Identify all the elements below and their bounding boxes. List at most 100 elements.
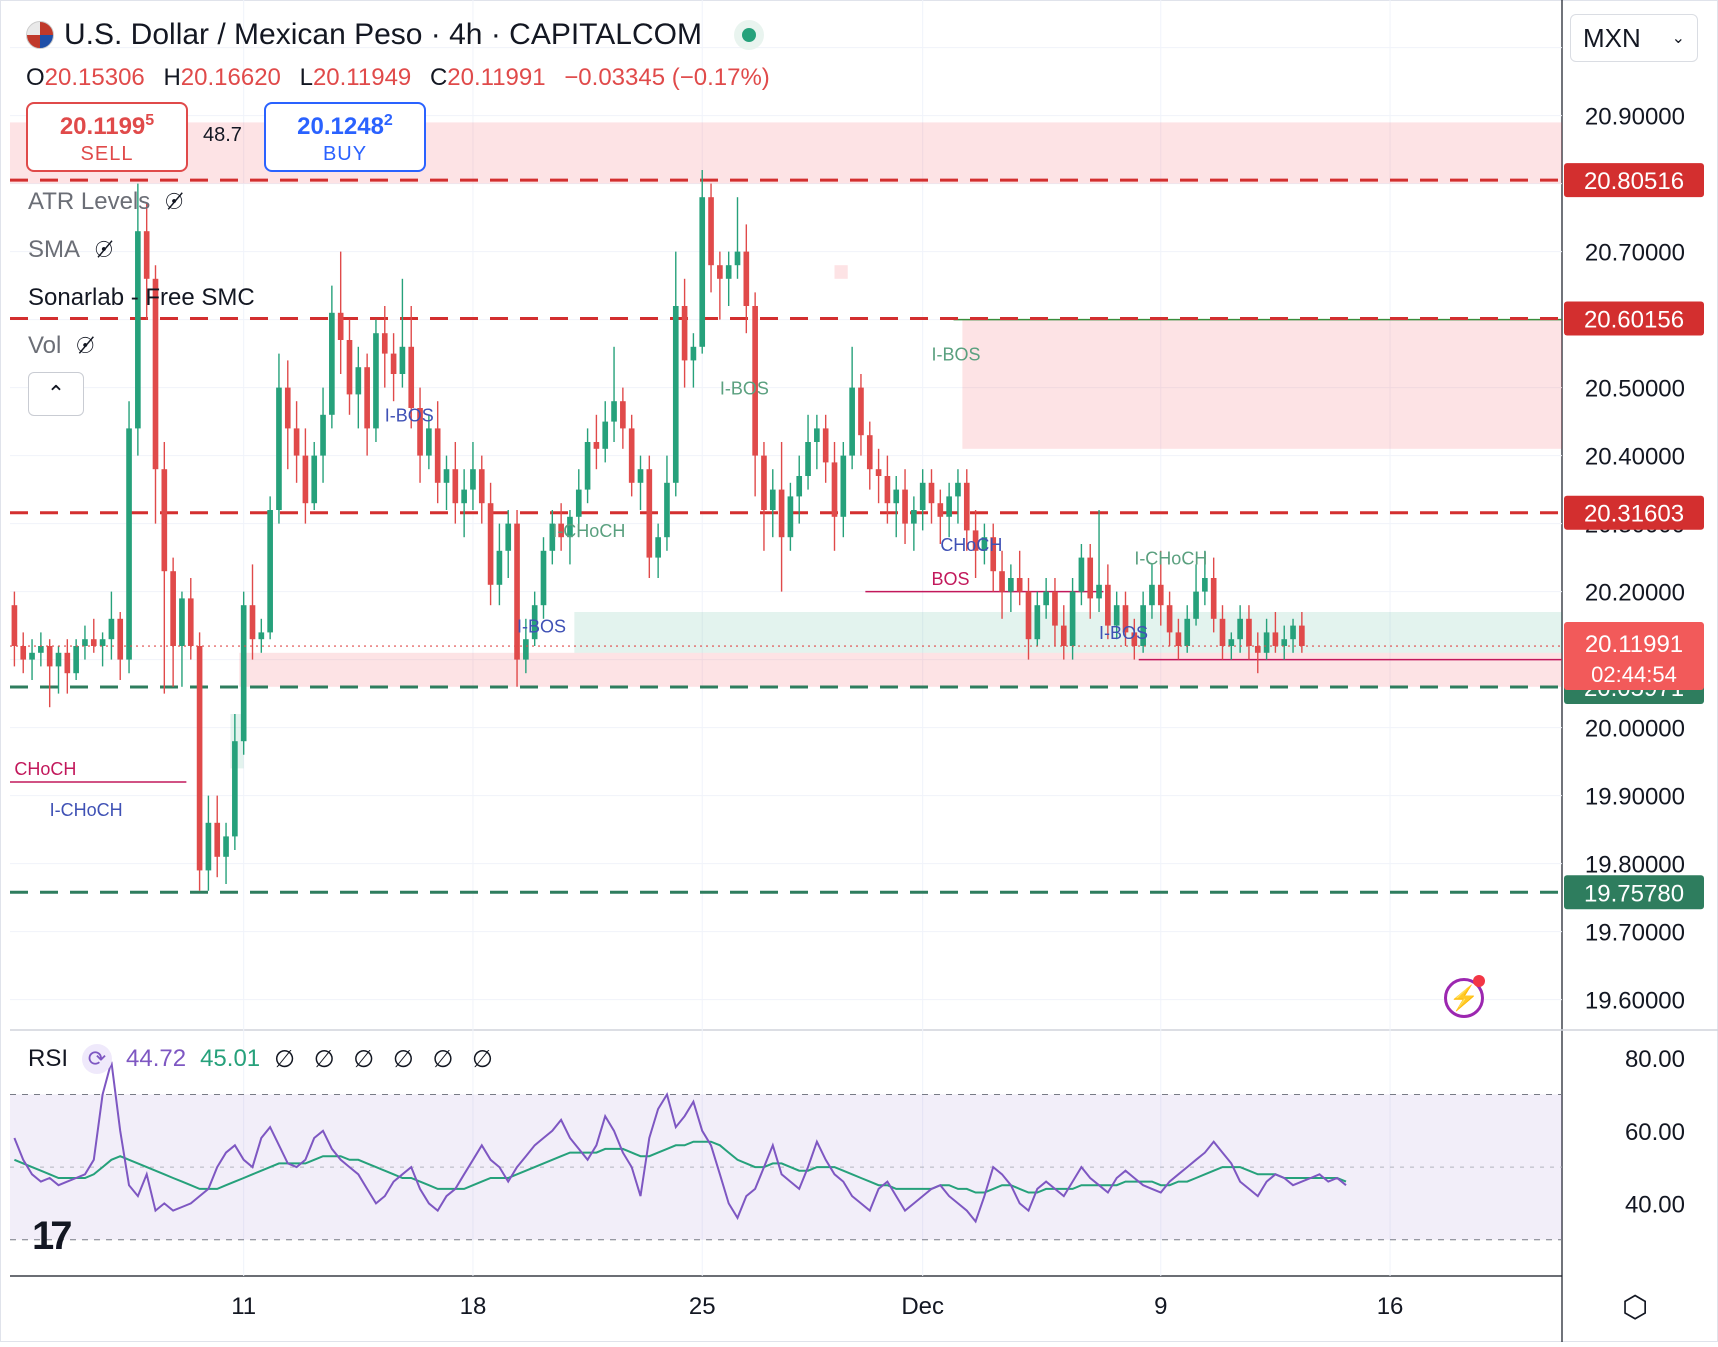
structure-label: CHoCH [14, 759, 76, 779]
candle-body [170, 571, 176, 646]
candle-body [64, 652, 71, 674]
price-level-badge [1564, 163, 1704, 198]
candle-body [955, 482, 961, 497]
candle-body [549, 523, 556, 551]
rsi-ma-value: 45.01 [200, 1045, 261, 1072]
price-tick-label: 19.90000 [1585, 784, 1685, 811]
time-tick-label: 9 [1154, 1293, 1167, 1320]
eye-hidden-icon[interactable]: ☉̸ [164, 189, 184, 214]
price-level-badge [1564, 301, 1704, 336]
sell-button[interactable]: 20.11995 SELL [26, 102, 188, 172]
buy-button[interactable]: 20.12482 BUY [264, 102, 426, 172]
candle-body [822, 428, 829, 463]
candle-body [999, 571, 1005, 592]
candle-body [1246, 618, 1252, 646]
symbol-title[interactable]: U.S. Dollar / Mexican Peso · 4h · CAPITA… [64, 18, 702, 51]
candle-body [293, 428, 300, 456]
indicator-sonarlab[interactable]: Sonarlab - Free SMC [28, 284, 255, 312]
candle-body [1096, 584, 1102, 599]
candle-body [73, 646, 79, 674]
smc-zone [834, 265, 848, 279]
candle-body [390, 353, 397, 374]
candle-body [655, 537, 661, 558]
high-value: 20.16620 [180, 64, 281, 91]
candle-body [1299, 625, 1305, 646]
candle-body [1193, 591, 1199, 619]
candle-body [214, 822, 221, 857]
candle-body [1149, 584, 1155, 606]
symbol-header[interactable]: U.S. Dollar / Mexican Peso · 4h · CAPITA… [26, 18, 756, 52]
chevron-down-icon: ⌄ [1671, 30, 1685, 47]
currency-select[interactable]: MXN ⌄ [1570, 14, 1698, 62]
candle-body [584, 442, 591, 490]
settings-icon[interactable]: ⬡ [1622, 1291, 1649, 1324]
price-tick-label: 20.40000 [1585, 444, 1685, 471]
candle-body [558, 523, 564, 538]
candle-body [805, 442, 811, 476]
rsi-legend[interactable]: RSI ⟳ 44.72 45.01 ∅ ∅ ∅ ∅ ∅ ∅ [28, 1044, 499, 1074]
candle-body [972, 530, 979, 551]
candle-body [761, 455, 767, 510]
currency-value: MXN [1583, 22, 1641, 53]
smc-zone [10, 122, 1562, 184]
rsi-tick-label: 40.00 [1625, 1191, 1685, 1218]
price-level-badge [1564, 875, 1704, 910]
collapse-indicators-button[interactable]: ⌃ [28, 372, 84, 416]
price-level-label: 20.60156 [1584, 307, 1684, 334]
candle-body [814, 428, 820, 442]
candle-body [364, 367, 370, 429]
candle-body [708, 197, 714, 266]
candle-body [1175, 632, 1182, 646]
candle-body [893, 489, 900, 504]
structure-label: BOS [932, 569, 970, 589]
candle-body [55, 652, 62, 667]
indicator-atr-levels[interactable]: ATR Levels ☉̸ [28, 188, 184, 216]
eye-hidden-icon[interactable]: ☉̸ [94, 237, 114, 262]
structure-label: I-BOS [517, 616, 566, 636]
candle-body [249, 605, 256, 640]
candle-body [1016, 578, 1023, 592]
candle-body [117, 618, 124, 660]
price-tick-label: 20.50000 [1585, 376, 1685, 403]
buy-price-sup: 2 [383, 112, 393, 129]
candle-body [664, 482, 670, 538]
candle-body [496, 550, 503, 585]
indicator-sma[interactable]: SMA ☉̸ [28, 236, 114, 264]
candle-body [355, 367, 362, 395]
candle-body [1281, 639, 1288, 646]
refresh-icon[interactable]: ⟳ [82, 1044, 113, 1074]
price-tick-label: 19.80000 [1585, 852, 1685, 879]
candle-body [963, 482, 970, 531]
candle-body [531, 605, 538, 640]
candle-body [1228, 639, 1235, 646]
candle-body [29, 652, 35, 660]
candle-body [672, 306, 679, 483]
candle-body [787, 496, 794, 538]
candle-body [240, 605, 247, 742]
candle-body [346, 340, 353, 395]
candle-body [928, 482, 935, 504]
tradingview-logo-icon[interactable]: 17 [32, 1214, 72, 1258]
candle-body [381, 333, 388, 354]
candle-body [11, 605, 18, 646]
candle-body [858, 387, 864, 436]
candle-body [725, 265, 732, 279]
smc-zone [239, 652, 1563, 687]
candle-body [831, 462, 838, 517]
candle-body [628, 428, 635, 483]
price-level-label: 20.80516 [1584, 168, 1684, 195]
lightning-icon[interactable]: ⚡ [1444, 975, 1485, 1018]
candle-body [752, 306, 758, 456]
indicator-vol[interactable]: Vol ☉̸ [28, 332, 95, 360]
candle-body [1008, 578, 1014, 592]
candle-body [1025, 591, 1032, 640]
market-open-dot-icon [741, 28, 756, 42]
eye-hidden-icon[interactable]: ☉̸ [75, 333, 96, 358]
change-value: −0.03345 (−0.17%) [564, 64, 770, 91]
candle-body [743, 251, 750, 306]
candle-body [302, 455, 309, 504]
candle-body [1060, 625, 1067, 646]
time-tick-label: 18 [460, 1293, 487, 1320]
